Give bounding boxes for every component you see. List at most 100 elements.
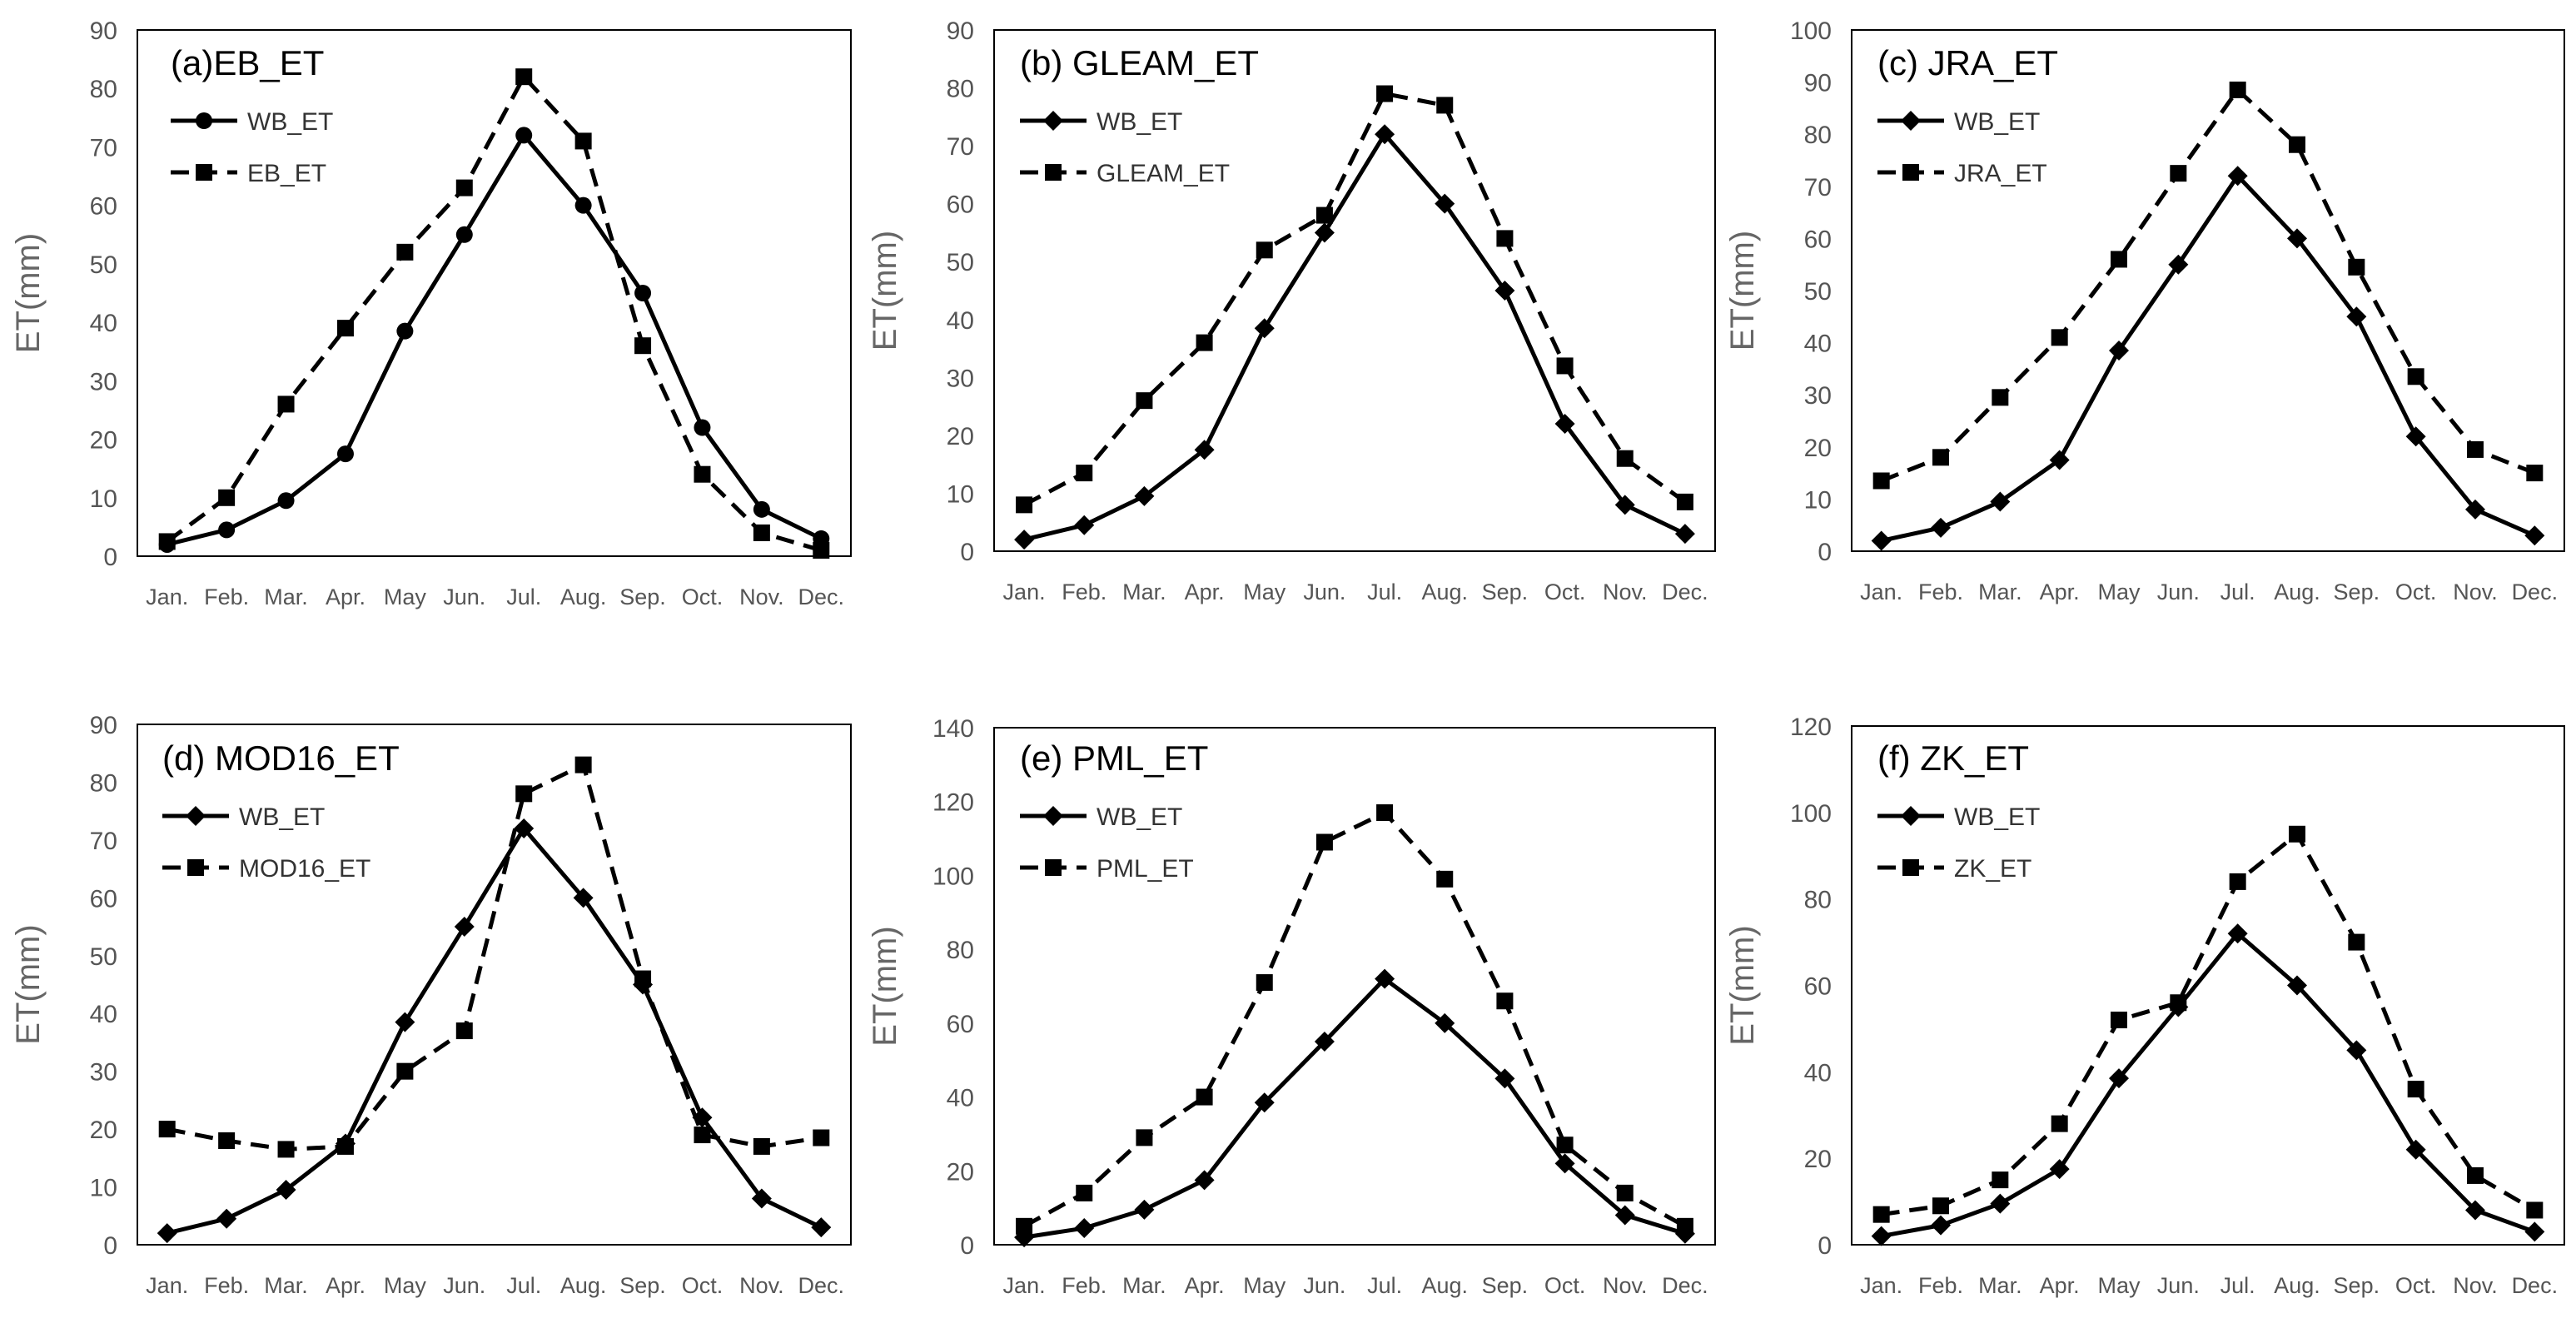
panel-title: (b) GLEAM_ET <box>1020 43 1259 82</box>
x-tick-label: Feb. <box>204 1273 249 1298</box>
legend-marker <box>196 164 212 181</box>
data-point-wb-et <box>2524 525 2545 546</box>
y-tick-label: 60 <box>947 191 974 219</box>
legend-label: EB_ET <box>247 160 326 187</box>
x-tick-label: Sep. <box>1482 1273 1529 1298</box>
x-tick-label: May <box>1243 1273 1286 1298</box>
x-tick-label: Aug. <box>560 1273 607 1298</box>
x-tick-label: Oct. <box>1544 1273 1586 1298</box>
data-point-pml-et <box>1496 992 1514 1010</box>
legend-marker <box>1045 164 1062 181</box>
data-point-mod16-et <box>574 756 592 773</box>
data-point-wb-et <box>2227 923 2248 944</box>
panel-f: 0 20 40 60 80 100 120 Jan. Feb. Mar. Apr. May Jun. Ju… <box>1724 714 2565 1298</box>
data-point-pml-et <box>1315 833 1333 851</box>
data-point-eb-et <box>336 320 354 337</box>
data-point-wb-et <box>1931 1215 1951 1236</box>
data-point-wb-et <box>1074 515 1095 535</box>
data-point-wb-et <box>336 445 354 463</box>
x-tick-label: May <box>384 1273 427 1298</box>
data-point-mod16-et <box>218 1132 236 1149</box>
data-point-wb-et <box>277 492 295 510</box>
data-point-zk-et <box>1992 1171 2009 1189</box>
data-point-wb-et <box>396 322 414 340</box>
data-point-wb-et <box>395 1012 415 1032</box>
y-tick-label: 40 <box>1804 1059 1832 1087</box>
y-axis-label: ET(mm) <box>867 231 903 351</box>
data-point-wb-et <box>2346 1040 2367 1061</box>
y-tick-label: 80 <box>1804 887 1832 914</box>
data-point-gleam-et <box>1315 206 1333 224</box>
y-tick-label: 40 <box>90 1001 117 1028</box>
panel-a: 0 10 20 30 40 50 60 70 80 90 Jan. Feb. Mar. Apr. May Ju… <box>10 17 852 609</box>
data-point-zk-et <box>2467 1166 2484 1184</box>
data-point-wb-et <box>1014 530 1035 550</box>
series-line-wb-et <box>1023 132 1687 542</box>
data-point-gleam-et <box>1076 465 1093 482</box>
y-tick-label: 0 <box>960 1232 974 1260</box>
y-tick-label: 50 <box>1804 278 1832 306</box>
y-tick-label: 60 <box>90 193 117 221</box>
series-line-wb-et <box>1881 931 2536 1239</box>
series-line-wb-et <box>167 826 823 1236</box>
x-tick-label: Dec. <box>1662 579 1708 604</box>
data-point-eb-et <box>515 68 533 86</box>
legend-label: ZK_ET <box>1954 855 2031 883</box>
y-tick-label: 100 <box>932 863 974 890</box>
plot-frame <box>993 29 1716 552</box>
plot-frame <box>993 727 1716 1246</box>
data-point-wb-et <box>1314 1032 1335 1052</box>
data-point-wb-et <box>1614 495 1635 515</box>
data-point-jra-et <box>2229 81 2246 98</box>
series-line-eb-et <box>166 74 822 553</box>
x-tick-label: Oct. <box>1544 579 1586 604</box>
data-point-wb-et <box>1074 1218 1095 1239</box>
x-tick-label: Mar. <box>1122 579 1166 604</box>
data-point-wb-et <box>1871 530 1892 551</box>
x-tick-label: Feb. <box>1062 579 1106 604</box>
data-point-wb-et <box>573 888 594 908</box>
data-point-jra-et <box>2170 165 2187 182</box>
data-point-mod16-et <box>396 1062 414 1080</box>
data-point-eb-et <box>574 132 592 150</box>
panel-e: 0 20 40 60 80 100 120 140 Jan. Feb. Mar. Apr. May Jun… <box>867 715 1716 1298</box>
x-tick-label: Apr. <box>326 584 366 609</box>
data-point-eb-et <box>277 395 295 413</box>
x-tick-label: Jul. <box>2220 579 2255 604</box>
data-point-pml-et <box>1016 1217 1033 1235</box>
data-point-mod16-et <box>753 1137 770 1155</box>
y-tick-label: 140 <box>932 715 974 743</box>
x-tick-label: Nov. <box>2453 1273 2498 1298</box>
x-tick-label: Mar. <box>1978 579 2022 604</box>
y-tick-label: 10 <box>90 1175 117 1202</box>
data-point-wb-et <box>157 1223 177 1244</box>
y-tick-label: 70 <box>90 134 117 162</box>
data-point-gleam-et <box>1436 97 1454 114</box>
x-tick-label: Nov. <box>739 1273 784 1298</box>
data-point-jra-et <box>1872 472 1890 490</box>
data-point-wb-et <box>514 818 535 838</box>
x-tick-label: Apr. <box>1185 1273 1225 1298</box>
y-tick-label: 30 <box>947 365 974 392</box>
data-point-wb-et <box>1614 1205 1635 1226</box>
x-tick-label: Aug. <box>2274 1273 2320 1298</box>
legend-marker <box>1043 111 1063 131</box>
x-tick-label: Aug. <box>1421 1273 1468 1298</box>
x-tick-label: Feb. <box>204 584 249 609</box>
y-tick-label: 40 <box>947 307 974 335</box>
x-tick-label: Jan. <box>1003 579 1046 604</box>
data-point-wb-et <box>1014 1227 1035 1248</box>
y-tick-label: 0 <box>103 544 117 571</box>
x-tick-label: Oct. <box>682 584 724 609</box>
x-tick-label: Jul. <box>2220 1273 2255 1298</box>
x-tick-label: Jul. <box>1367 579 1402 604</box>
data-point-wb-et <box>2049 450 2070 470</box>
y-tick-label: 0 <box>1818 539 1832 566</box>
data-point-wb-et <box>2465 499 2485 520</box>
y-tick-label: 80 <box>90 76 117 103</box>
legend-marker <box>1043 806 1063 826</box>
data-point-zk-et <box>2111 1012 2127 1029</box>
y-tick-label: 70 <box>947 133 974 161</box>
legend-marker <box>186 806 206 826</box>
